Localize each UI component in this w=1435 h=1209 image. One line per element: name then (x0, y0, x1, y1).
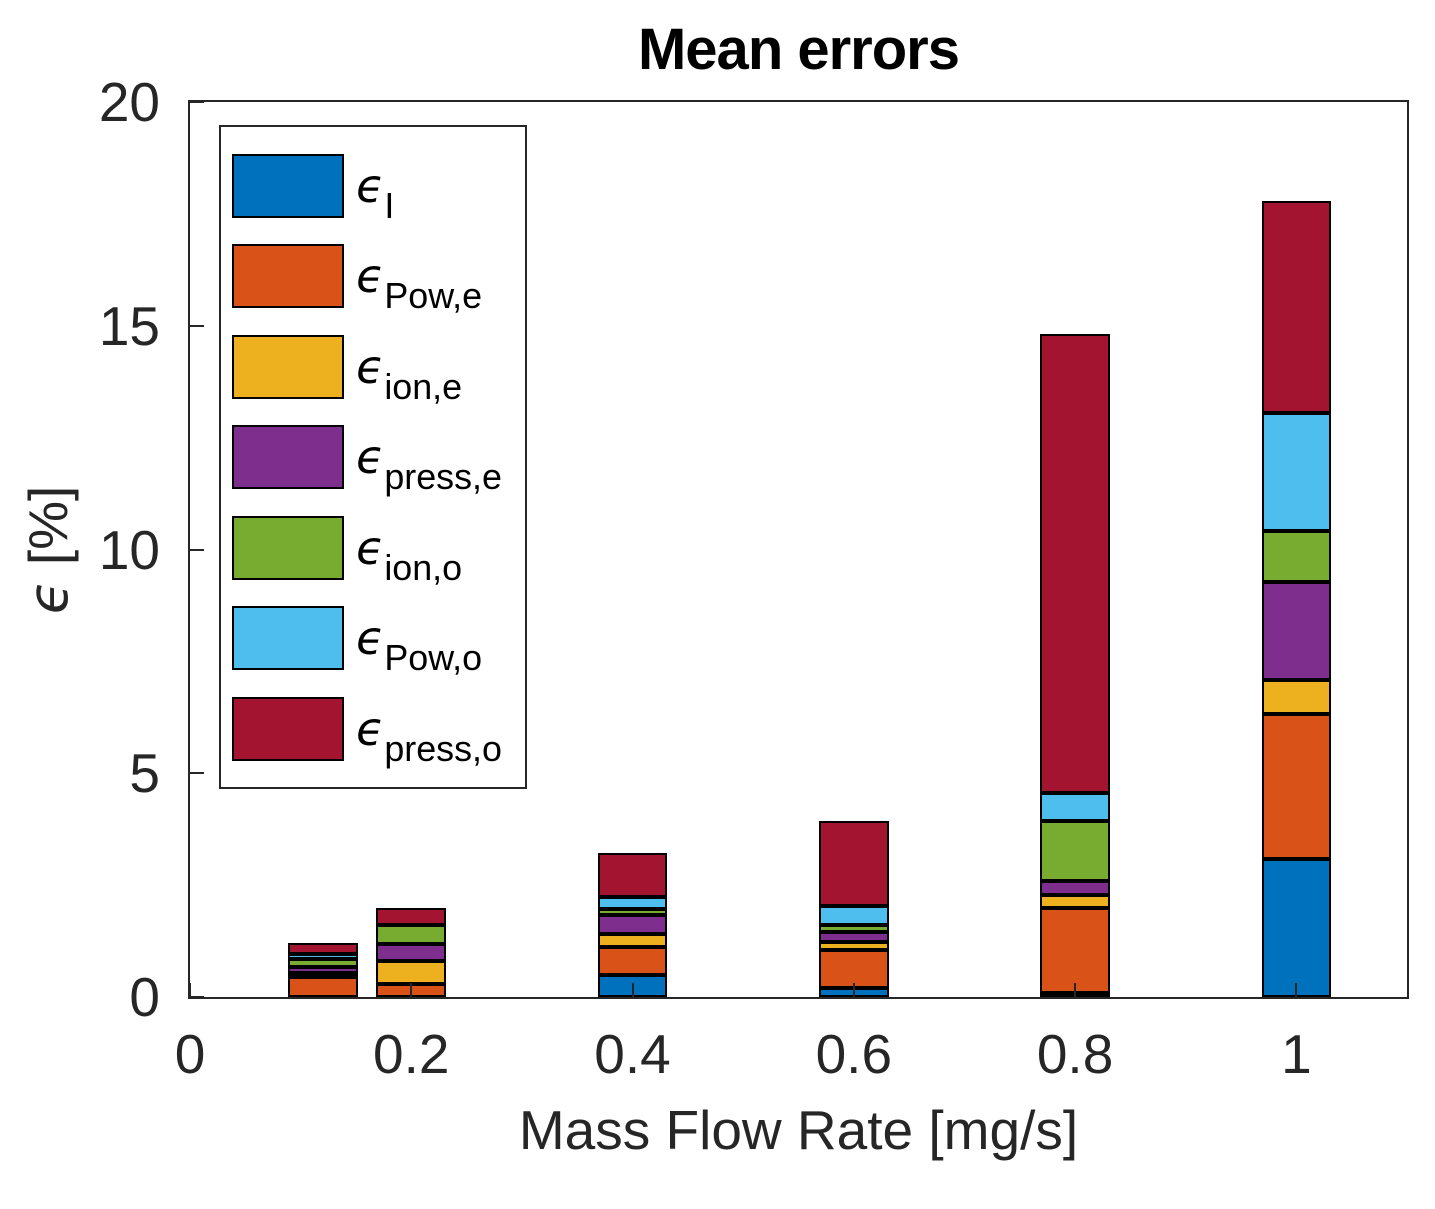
legend-entry-press-o: ϵpress,o (221, 696, 525, 767)
legend-entry-pow-e: ϵPow,e (221, 244, 525, 314)
bar-segment-ion-o-x0.4 (597, 909, 668, 916)
bar-segment-press-o-x0.4 (597, 852, 668, 898)
epsilon-symbol: ϵ (356, 430, 385, 484)
bar-segment-ion-o-x0.12 (287, 959, 358, 967)
x-tick (1074, 983, 1077, 997)
x-tick (410, 983, 413, 997)
legend-subscript: press,e (384, 457, 502, 498)
bar-segment-pow-o-x0.12 (287, 953, 358, 960)
legend-subscript: ion,o (384, 547, 463, 588)
y-tick (190, 324, 204, 327)
bar-segment-press-e-x0.8 (1040, 881, 1110, 895)
legend-entry-i: ϵI (221, 153, 525, 224)
bar-segment-press-o-x0.2 (376, 908, 447, 925)
bar-segment-ion-e-x0.12 (287, 973, 358, 978)
legend-subscript: Pow,o (384, 638, 483, 679)
legend-entry-ion-o: ϵion,o (221, 515, 525, 586)
bar-segment-pow-o-x0.4 (597, 897, 668, 910)
bar-segment-press-e-x0.2 (376, 944, 447, 962)
legend-entry-pow-o: ϵPow,o (221, 606, 525, 676)
x-tick-label: 0.4 (594, 1023, 671, 1085)
y-tick-label: 20 (98, 71, 160, 133)
bar-segment-press-o-x1 (1261, 201, 1332, 413)
legend-subscript: ion,e (384, 366, 463, 407)
epsilon-symbol: ϵ (356, 520, 385, 575)
x-tick-label: 0 (174, 1023, 206, 1085)
y-tick (190, 101, 204, 103)
bar-segment-press-e-x0.12 (287, 967, 358, 974)
bar-segment-ion-o-x0.6 (818, 924, 889, 932)
x-tick (1295, 983, 1298, 997)
y-tick (190, 548, 204, 551)
legend-label-ion-o: ϵion,o (356, 520, 462, 586)
legend-patch-i (232, 153, 344, 218)
legend-label-i: ϵI (356, 158, 394, 224)
bar-segment-press-e-x1 (1261, 582, 1332, 680)
plot-area (188, 100, 1409, 999)
legend-patch-ion-e (232, 334, 344, 399)
y-tick (190, 996, 204, 998)
bar-segment-i-x1 (1261, 858, 1332, 997)
y-tick (190, 772, 204, 775)
bar-segment-ion-e-x0.8 (1040, 894, 1110, 908)
bar-segment-pow-e-x0.4 (597, 946, 668, 975)
bar-segment-pow-e-x1 (1261, 714, 1332, 859)
y-tick-label: 0 (129, 966, 160, 1028)
epsilon-symbol: ϵ (356, 611, 385, 665)
bar-segment-press-o-x0.12 (287, 943, 358, 954)
bar-segment-ion-e-x1 (1261, 679, 1332, 715)
epsilon-symbol: ϵ (356, 701, 385, 756)
epsilon-symbol: ϵ (356, 249, 385, 303)
legend-label-pow-e: ϵPow,e (356, 249, 482, 314)
x-tick-label: 1 (1281, 1023, 1312, 1085)
legend-patch-pow-e (232, 244, 344, 308)
bar-segment-ion-o-x0.2 (376, 924, 447, 945)
x-tick-label: 0.2 (373, 1023, 450, 1085)
epsilon-symbol: ϵ (16, 580, 80, 615)
bar-segment-ion-e-x0.4 (597, 934, 668, 947)
bar-segment-pow-o-x1 (1261, 413, 1332, 532)
bar-segment-pow-e-x0.8 (1040, 907, 1110, 993)
x-tick (189, 983, 191, 997)
bar-segment-ion-e-x0.6 (818, 942, 889, 951)
y-tick-label: 15 (98, 294, 160, 357)
legend: ϵI ϵPow,e ϵion,e ϵpress,e ϵion,o ϵPow,o ϵpress… (219, 125, 527, 789)
x-tick-label: 0.6 (815, 1023, 893, 1085)
x-tick (852, 983, 855, 997)
legend-label-press-o: ϵpress,o (356, 701, 502, 767)
bar-segment-press-e-x0.4 (597, 915, 668, 935)
y-tick-label: 5 (129, 742, 160, 805)
x-axis-label: Mass Flow Rate [mg/s] (518, 1099, 1079, 1161)
bar-segment-ion-o-x1 (1261, 531, 1332, 583)
bar-segment-pow-o-x0.6 (818, 906, 889, 925)
x-tick-label: 0.8 (1036, 1023, 1114, 1085)
bar-segment-ion-o-x0.8 (1040, 820, 1110, 882)
legend-entry-ion-e: ϵion,e (221, 334, 525, 405)
chart-title: Mean errors (637, 17, 960, 82)
legend-label-ion-e: ϵion,e (356, 339, 462, 405)
bar-segment-pow-o-x0.8 (1040, 792, 1110, 821)
bar-segment-pow-e-x0.12 (287, 976, 358, 997)
legend-patch-pow-o (232, 606, 344, 670)
legend-label-press-e: ϵpress,e (356, 430, 502, 495)
bar-segment-ion-e-x0.2 (376, 961, 447, 984)
legend-subscript: Pow,e (384, 276, 483, 317)
x-tick (631, 983, 634, 997)
legend-subscript: I (384, 185, 395, 226)
bar-segment-press-o-x0.8 (1040, 333, 1110, 793)
y-tick-label: 10 (98, 518, 160, 581)
legend-subscript: press,o (384, 728, 502, 769)
legend-patch-press-e (232, 425, 344, 489)
epsilon-symbol: ϵ (356, 339, 385, 394)
bar-segment-press-e-x0.6 (818, 931, 889, 943)
epsilon-symbol: ϵ (356, 158, 385, 213)
legend-patch-ion-o (232, 515, 344, 580)
legend-label-pow-o: ϵPow,o (356, 611, 482, 676)
legend-patch-press-o (232, 696, 344, 761)
legend-entry-press-e: ϵpress,e (221, 425, 525, 495)
bar-segment-press-o-x0.6 (818, 821, 889, 907)
